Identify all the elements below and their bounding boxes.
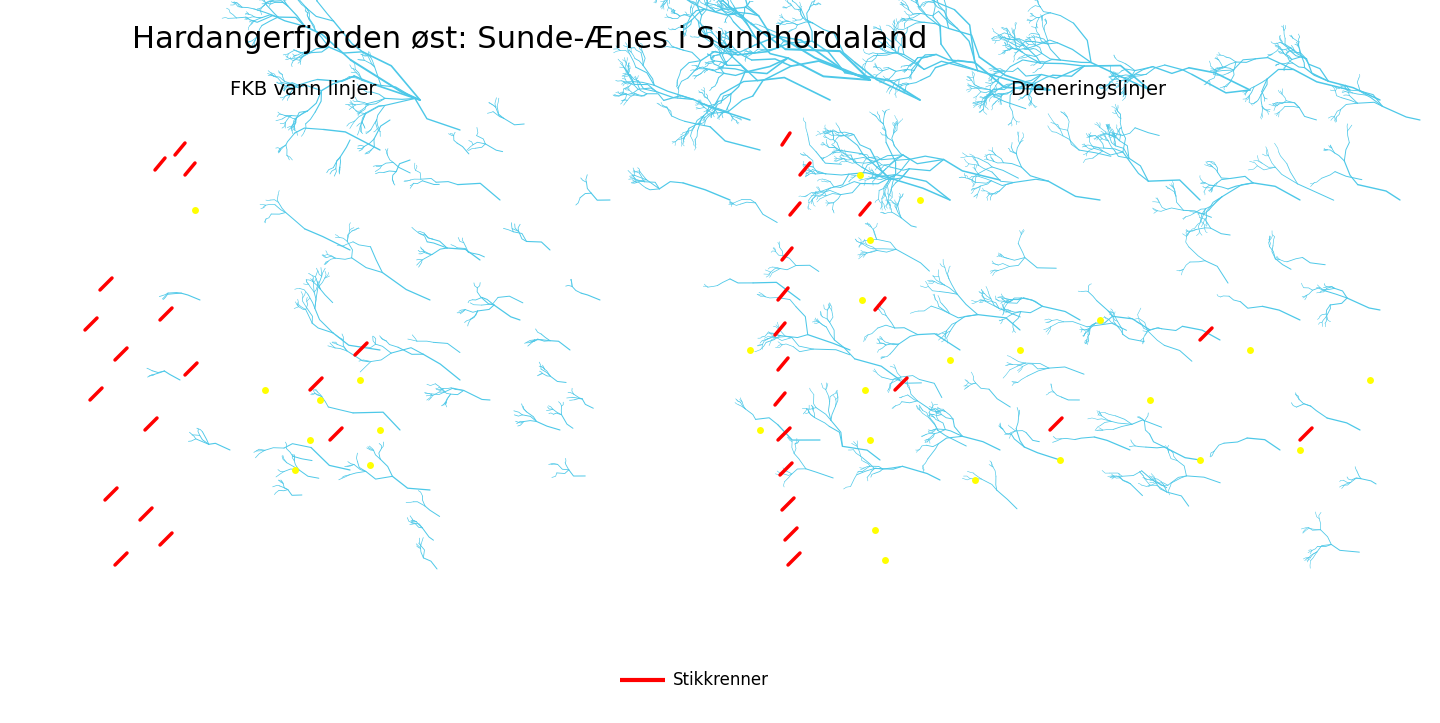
Text: Hardangerfjorden øst: Sunde-Ænes i Sunnhordaland: Hardangerfjorden øst: Sunde-Ænes i Sunnh… bbox=[132, 25, 927, 54]
Text: FKB vann linjer: FKB vann linjer bbox=[230, 80, 376, 99]
Text: Stikkrenner: Stikkrenner bbox=[672, 671, 769, 689]
Text: Dreneringslinjer: Dreneringslinjer bbox=[1009, 80, 1166, 99]
